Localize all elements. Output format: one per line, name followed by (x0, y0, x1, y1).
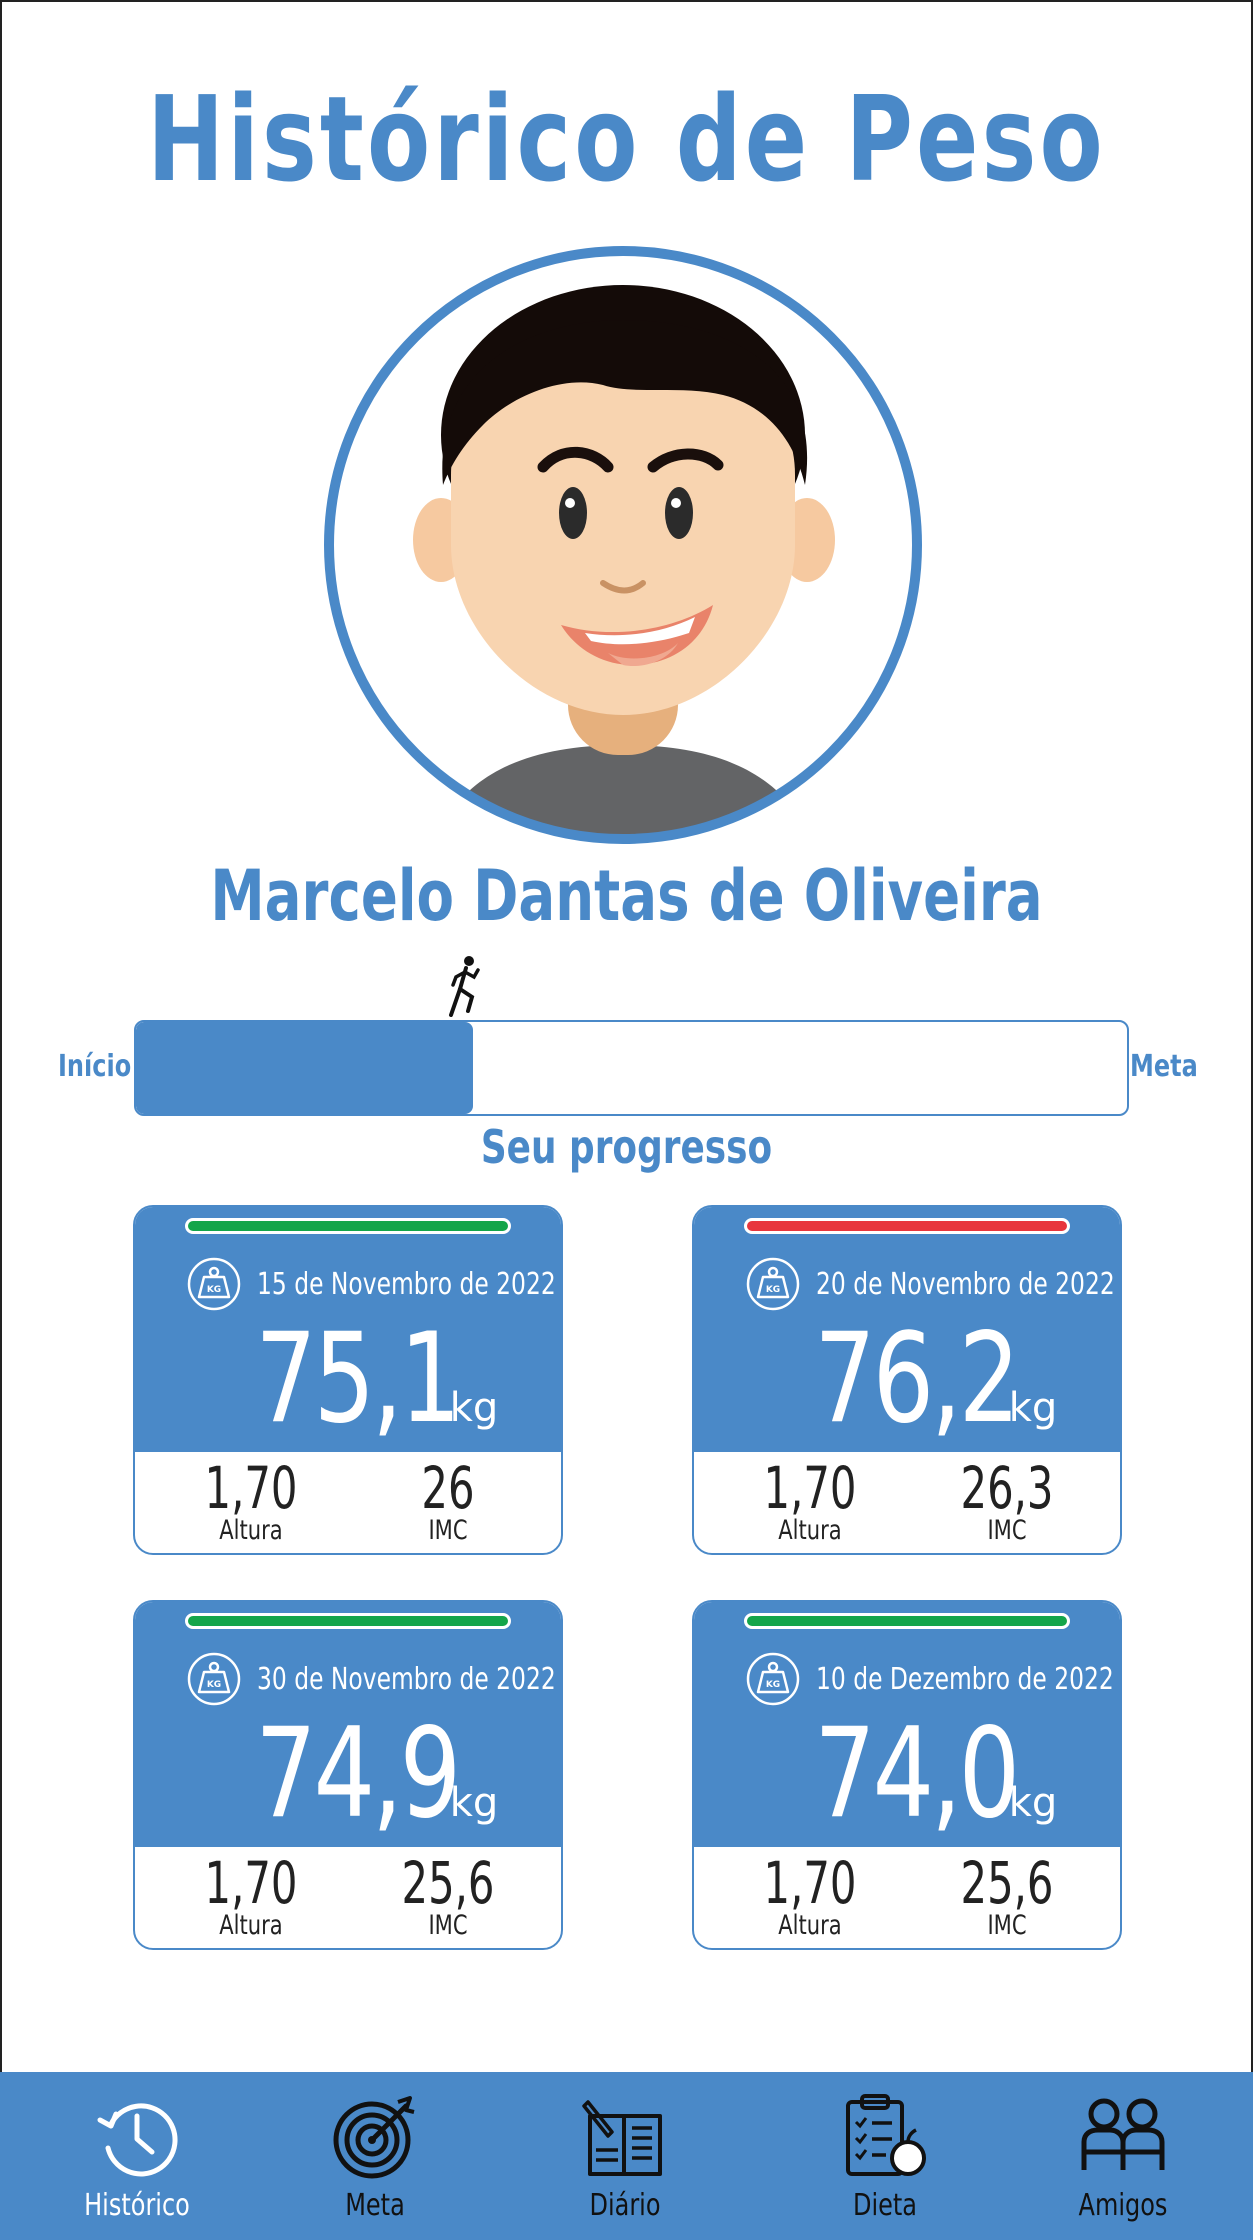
weight-kg-icon: KG (746, 1652, 800, 1706)
record-weight: 75,1kg (135, 1317, 561, 1441)
record-weight: 74,9kg (135, 1712, 561, 1836)
weight-record-card[interactable]: KG 15 de Novembro de 2022 75,1kg 1,70 Al… (133, 1205, 563, 1555)
weight-unit: kg (449, 1385, 499, 1431)
weight-value: 75,1 (254, 1307, 461, 1451)
weight-record-card[interactable]: KG 30 de Novembro de 2022 74,9kg 1,70 Al… (133, 1600, 563, 1950)
weight-record-card[interactable]: KG 20 de Novembro de 2022 76,2kg 1,70 Al… (692, 1205, 1122, 1555)
nav-label: Histórico (84, 2188, 190, 2223)
imc-value: 26,3 (960, 1454, 1054, 1522)
record-date: 10 de Dezembro de 2022 (816, 1662, 1114, 1697)
height-stat: 1,70 Altura (740, 1854, 880, 1939)
height-value: 1,70 (763, 1454, 857, 1522)
weight-unit: kg (1008, 1780, 1058, 1826)
imc-label: IMC (428, 1515, 468, 1546)
record-weight: 74,0kg (694, 1712, 1120, 1836)
imc-label: IMC (987, 1515, 1027, 1546)
record-date: 15 de Novembro de 2022 (257, 1267, 556, 1302)
diary-icon (582, 2100, 662, 2176)
svg-text:KG: KG (766, 1285, 780, 1295)
card-header: KG 15 de Novembro de 2022 75,1kg (135, 1207, 561, 1452)
imc-label: IMC (428, 1910, 468, 1941)
progress-caption: Seu progresso (480, 1120, 773, 1174)
progress-start-label: Início (58, 1049, 132, 1084)
diet-icon (846, 2094, 926, 2176)
imc-label: IMC (987, 1910, 1027, 1941)
card-header: KG 30 de Novembro de 2022 74,9kg (135, 1602, 561, 1847)
nav-item-historico[interactable]: Histórico (52, 2072, 222, 2240)
height-stat: 1,70 Altura (181, 1459, 321, 1544)
status-bar (744, 1613, 1070, 1629)
progress-bar (134, 1020, 1129, 1116)
height-label: Altura (219, 1910, 283, 1941)
friends-icon (1081, 2098, 1165, 2170)
height-label: Altura (219, 1515, 283, 1546)
record-date: 30 de Novembro de 2022 (257, 1662, 556, 1697)
height-value: 1,70 (763, 1849, 857, 1917)
weight-value: 76,2 (813, 1307, 1020, 1451)
target-icon (333, 2096, 415, 2179)
height-value: 1,70 (204, 1849, 298, 1917)
record-weight: 76,2kg (694, 1317, 1120, 1441)
nav-item-amigos[interactable]: Amigos (1038, 2072, 1208, 2240)
progress-fill (136, 1022, 473, 1114)
card-header: KG 20 de Novembro de 2022 76,2kg (694, 1207, 1120, 1452)
page-title: Histórico de Peso (147, 70, 1106, 208)
card-header: KG 10 de Dezembro de 2022 74,0kg (694, 1602, 1120, 1847)
progress-goal-label: Meta (1130, 1049, 1198, 1084)
weight-kg-icon: KG (187, 1652, 241, 1706)
imc-stat: 25,6 IMC (937, 1854, 1077, 1939)
weight-record-card[interactable]: KG 10 de Dezembro de 2022 74,0kg 1,70 Al… (692, 1600, 1122, 1950)
bottom-nav: Histórico Meta Diário Dieta (0, 2072, 1253, 2240)
nav-item-diario[interactable]: Diário (540, 2072, 710, 2240)
imc-stat: 26,3 IMC (937, 1459, 1077, 1544)
imc-value: 25,6 (960, 1849, 1054, 1917)
nav-item-dieta[interactable]: Dieta (800, 2072, 970, 2240)
height-stat: 1,70 Altura (181, 1854, 321, 1939)
record-date: 20 de Novembro de 2022 (816, 1267, 1115, 1302)
history-icon (97, 2103, 178, 2177)
weight-value: 74,0 (813, 1702, 1020, 1846)
status-bar (185, 1613, 511, 1629)
weight-unit: kg (1008, 1385, 1058, 1431)
nav-label: Meta (345, 2188, 405, 2223)
weight-kg-icon: KG (746, 1257, 800, 1311)
profile-name: Marcelo Dantas de Oliveira (210, 855, 1043, 937)
weight-value: 74,9 (254, 1702, 461, 1846)
status-bar (185, 1218, 511, 1234)
avatar[interactable] (323, 245, 923, 845)
nav-item-meta[interactable]: Meta (290, 2072, 460, 2240)
weight-kg-icon: KG (187, 1257, 241, 1311)
height-label: Altura (778, 1515, 842, 1546)
svg-text:KG: KG (766, 1680, 780, 1690)
imc-value: 26 (421, 1454, 475, 1522)
height-stat: 1,70 Altura (740, 1459, 880, 1544)
runner-icon (449, 956, 480, 1017)
nav-label: Amigos (1078, 2188, 1168, 2223)
nav-label: Diário (589, 2188, 661, 2223)
imc-stat: 25,6 IMC (378, 1854, 518, 1939)
height-label: Altura (778, 1910, 842, 1941)
status-bar (744, 1218, 1070, 1234)
imc-value: 25,6 (401, 1849, 495, 1917)
nav-label: Dieta (852, 2188, 918, 2223)
svg-text:KG: KG (207, 1680, 221, 1690)
svg-text:KG: KG (207, 1285, 221, 1295)
height-value: 1,70 (204, 1454, 298, 1522)
imc-stat: 26 IMC (378, 1459, 518, 1544)
weight-unit: kg (449, 1780, 499, 1826)
